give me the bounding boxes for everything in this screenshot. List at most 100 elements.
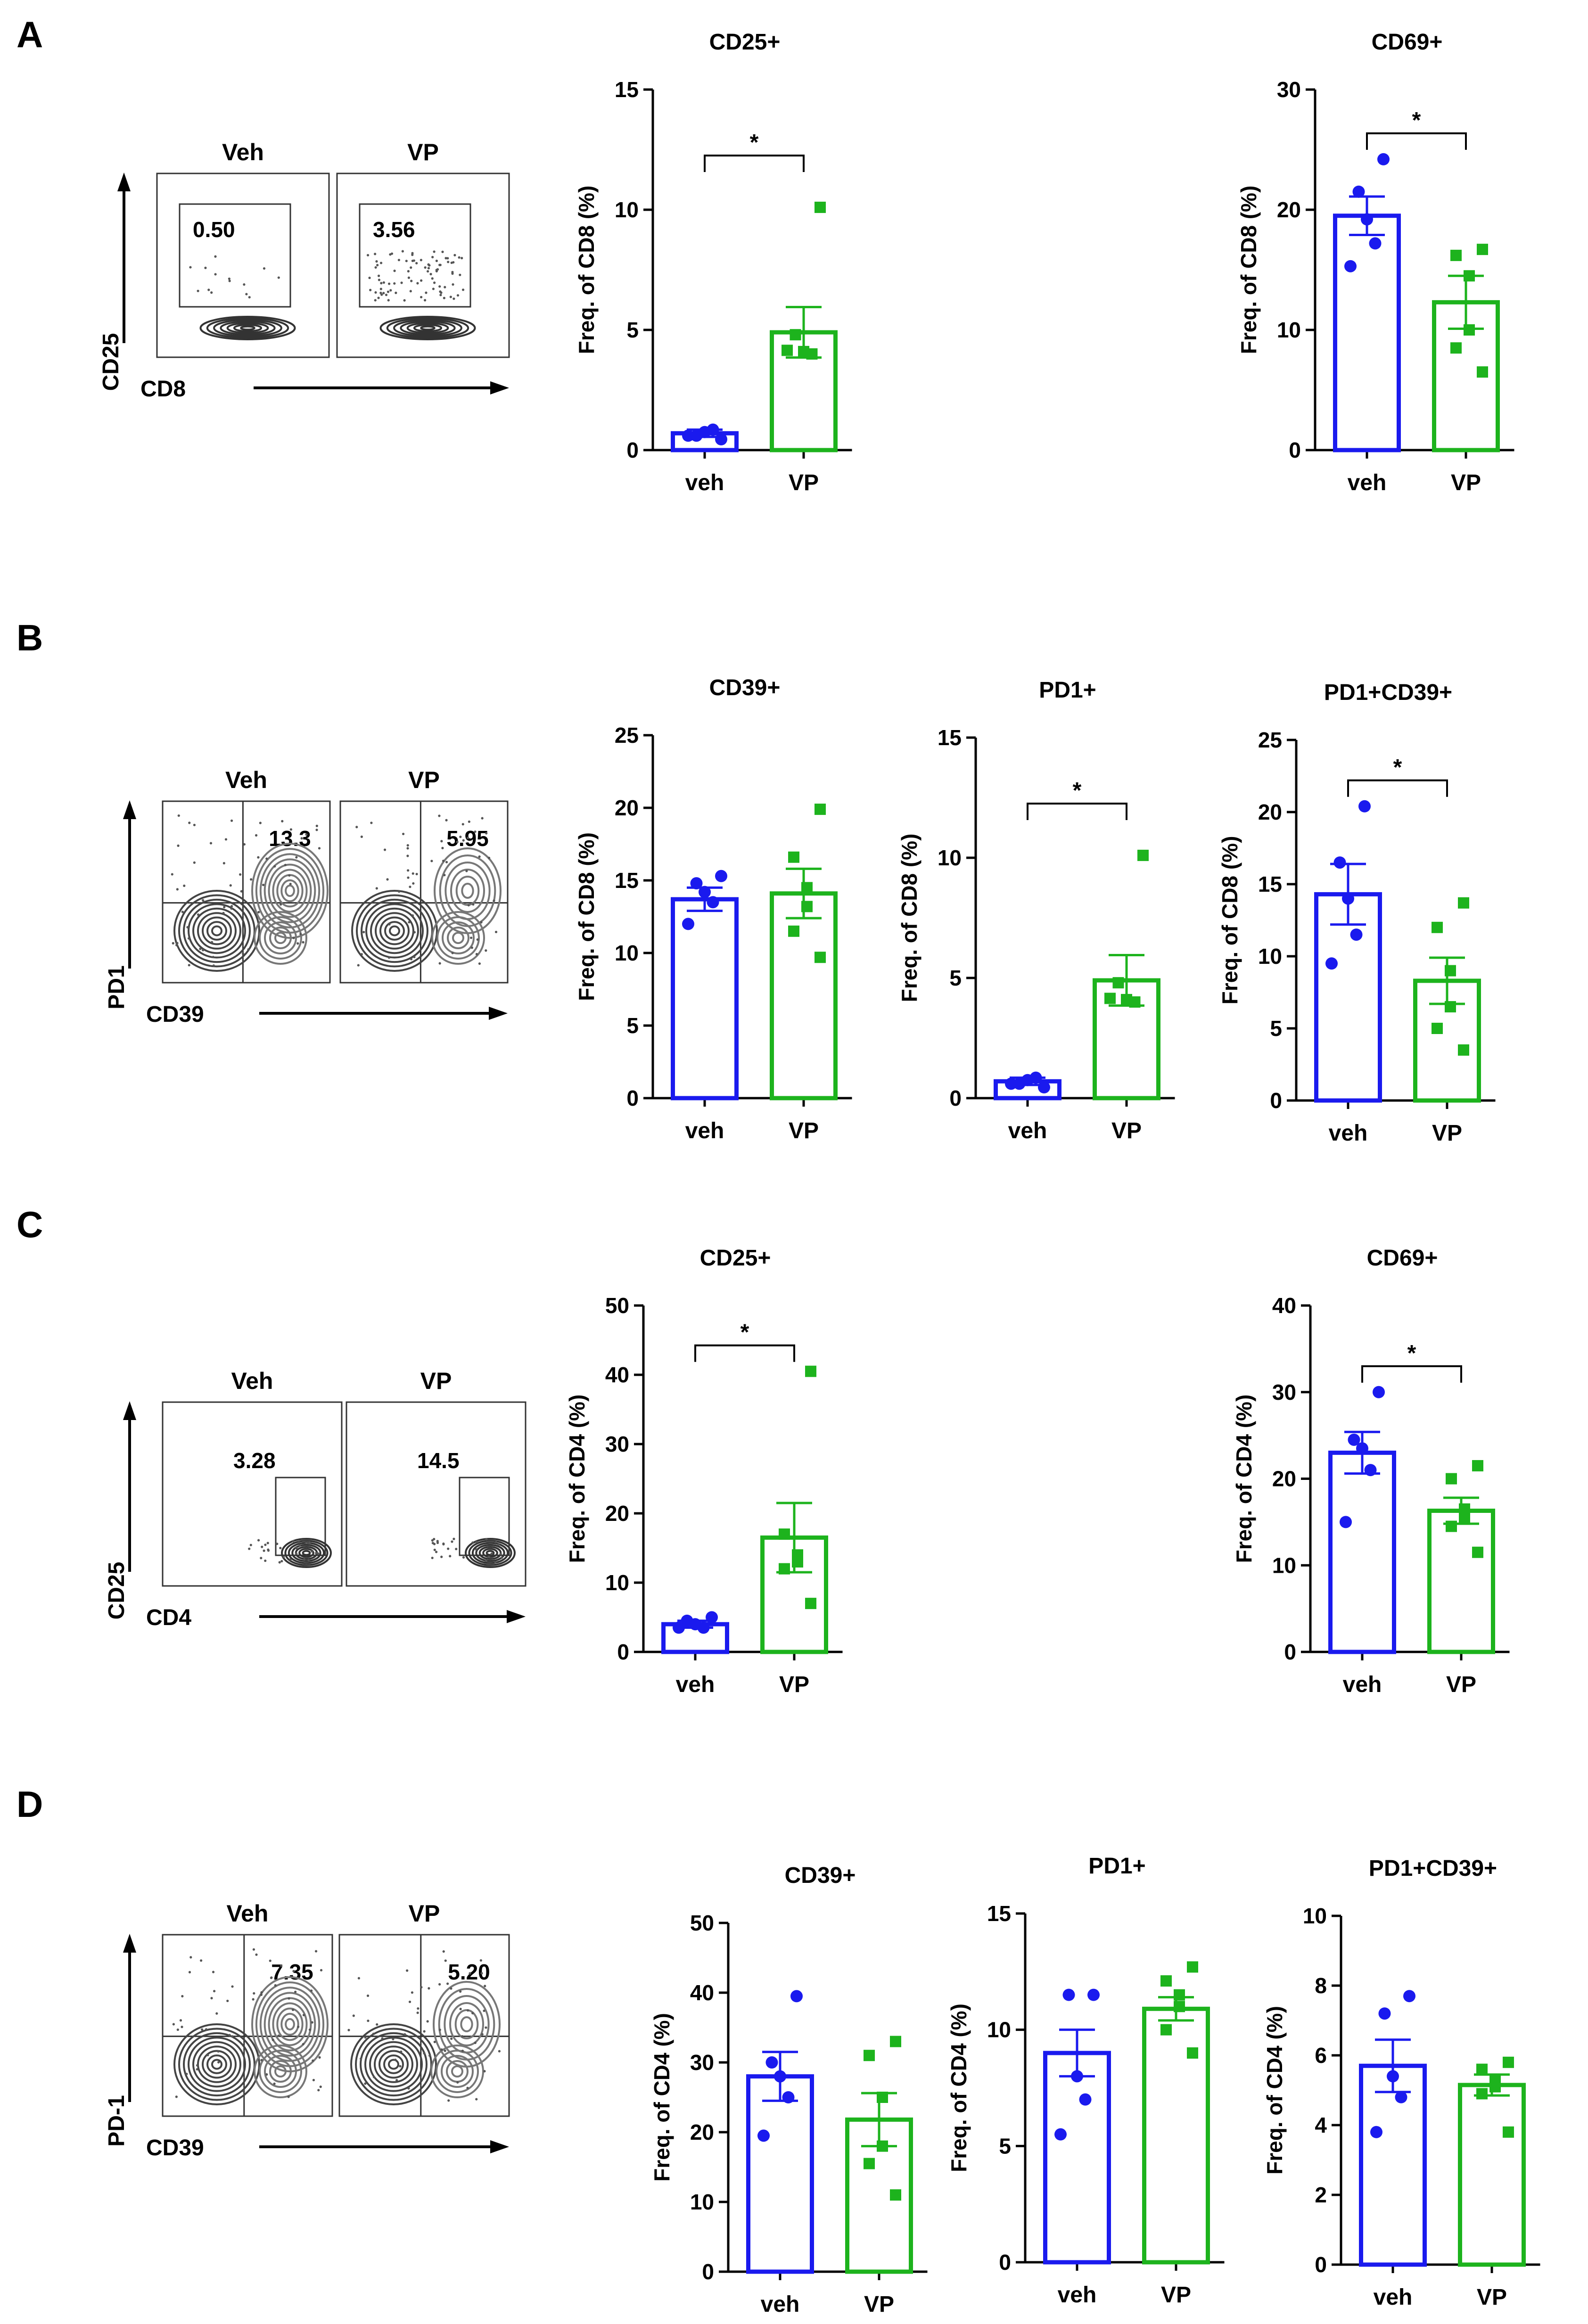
bar-chart-A-1: CD25+ Freq. of CD8 (%) 0 5 10 15 veh VP * [574,30,852,495]
event-dot [392,2037,395,2041]
event-dot [181,911,184,913]
event-dot [400,2050,403,2053]
y-tick-label: 30 [1277,77,1301,102]
x-tick-label-veh: veh [1348,470,1387,495]
event-dot [260,2059,263,2061]
event-dot [440,2048,443,2051]
event-dot [318,2056,321,2059]
event-dot [415,262,418,265]
flow-plot-veh: Veh 3.28 [162,1368,343,1587]
data-point-veh [682,429,694,442]
event-dot [442,1543,445,1546]
event-dot [374,253,377,255]
event-dot [461,823,464,826]
y-tick-label: 15 [938,725,962,750]
event-dot [217,2061,220,2064]
event-dot [376,2023,378,2026]
contour-line [360,2032,428,2097]
event-dot [428,2054,431,2057]
event-dot [485,949,487,952]
event-dot [229,884,232,887]
event-dot [493,899,495,902]
event-dot [379,287,382,290]
event-dot [364,2036,367,2039]
data-point-veh [1377,153,1390,165]
event-dot [479,1959,482,1962]
contour-line [272,2002,308,2046]
x-arrowhead [507,1610,526,1623]
contour-line [388,2059,399,2070]
data-point-vp [1160,1975,1172,1987]
event-dot [433,1548,436,1552]
event-dot [260,1993,263,1996]
contour-line [264,921,297,954]
event-dot [310,1989,313,1992]
event-dot [200,1959,203,1962]
bar-chart-A-2: CD69+ Freq. of CD8 (%) 0 10 20 30 veh VP * [1236,30,1514,495]
chart-title: PD1+CD39+ [1369,1856,1497,1881]
event-dot [388,923,391,926]
x-tick-label-veh: veh [1374,2285,1413,2310]
event-dot [420,1986,423,1989]
plot-header-veh: Veh [231,1368,273,1394]
event-dot [427,267,430,270]
data-point-veh [1373,1386,1385,1398]
event-dot [210,941,214,944]
contour-line [369,2041,418,2088]
plot-header-vp: VP [409,1900,440,1927]
event-dot [400,281,403,284]
data-point-veh [1062,1988,1075,2001]
event-dot [431,277,434,280]
contour-line [400,320,456,336]
contour-line [274,932,287,944]
x-tick-label-veh: veh [676,1672,715,1697]
significance-bracket: * [1027,778,1127,820]
event-dot [359,2057,362,2060]
y-tick-label: 50 [690,1911,714,1935]
event-dot [264,1544,267,1546]
contour-line [431,911,485,965]
event-dot [308,2028,312,2031]
event-dot [315,1552,318,1554]
contour-line [302,1550,311,1556]
event-dot [466,837,469,839]
event-dot [475,953,478,956]
y-tick-label: 20 [605,1501,629,1526]
event-dot [261,1545,263,1548]
data-point-vp [1476,2063,1488,2075]
x-tick-label-veh: veh [1329,1121,1368,1146]
event-dot [476,938,479,941]
bracket-line [694,1344,795,1362]
y-tick-label: 15 [615,77,639,102]
significance-bracket: * [1347,755,1448,797]
bar-chart-D-10: PD1+CD39+ Freq. of CD4 (%) 0 2 4 6 8 10 veh VP [1262,1856,1540,2310]
event-dot [277,2034,280,2037]
event-dot [475,2098,478,2101]
contour-line [406,322,449,334]
event-dot [444,286,446,288]
event-dot [406,854,409,857]
data-point-vp [806,348,818,360]
event-dot [172,2023,175,2026]
y-tick-label: 5 [999,2134,1011,2158]
event-dot [386,878,389,881]
event-dot [407,276,411,279]
flow-plot-vp: VP 3.56 [336,139,510,358]
event-dot [401,250,404,253]
y-tick-label: 0 [1270,1088,1282,1113]
event-dot [314,1950,318,1953]
event-dot [428,1987,430,1990]
contour-line [468,1540,512,1566]
event-dot [259,821,262,824]
data-point-veh [1071,2070,1083,2083]
contour-line [272,869,308,913]
event-dot [375,260,378,263]
event-dot [228,279,231,282]
data-point-vp [1458,897,1469,909]
event-dot [280,1964,283,1967]
contour-line [451,2065,463,2078]
contour-line [197,2045,237,2083]
contour-line [384,921,405,941]
flow-y-label: PD1 [104,965,129,1009]
